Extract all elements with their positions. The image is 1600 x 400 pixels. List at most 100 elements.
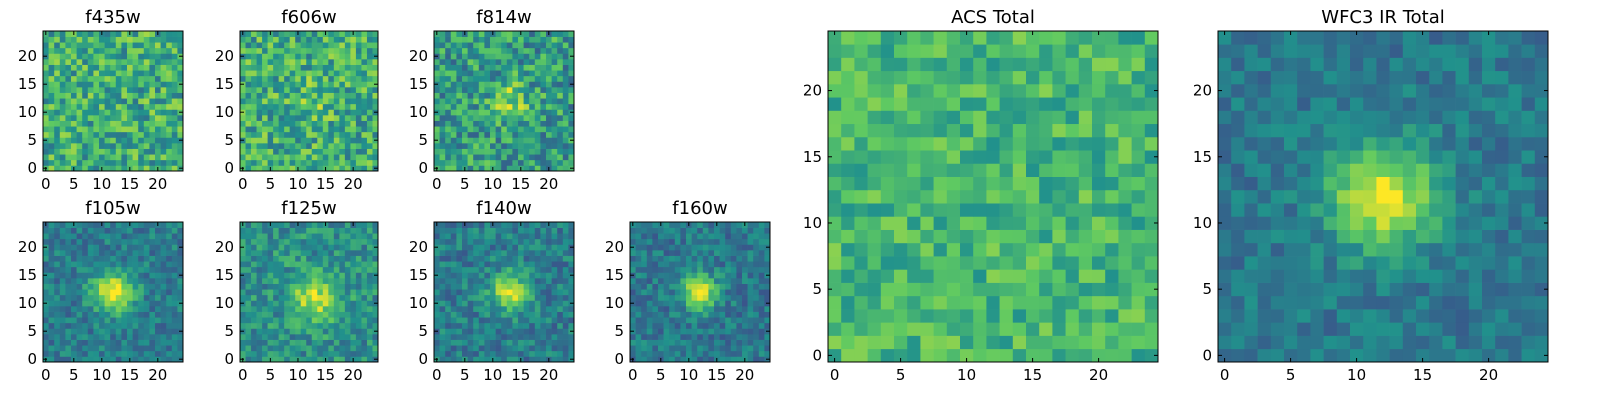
heatmap-cell <box>529 148 536 155</box>
heatmap-cell <box>652 339 659 346</box>
heatmap-cell <box>708 250 715 256</box>
heatmap-cell <box>456 92 463 99</box>
heatmap-cell <box>361 64 368 71</box>
heatmap-cell <box>160 109 167 116</box>
heatmap-cell <box>115 70 122 77</box>
heatmap-cell <box>999 322 1014 336</box>
heatmap-cell <box>439 322 446 329</box>
heatmap-cell <box>166 278 173 284</box>
heatmap-cell <box>674 311 681 318</box>
heatmap-cell <box>93 103 100 110</box>
heatmap-cell <box>306 278 313 284</box>
heatmap-cell <box>289 53 296 60</box>
heatmap-cell <box>880 203 895 217</box>
heatmap-cell <box>697 278 704 284</box>
heatmap-cell <box>65 59 72 65</box>
heatmap-cell <box>551 294 558 301</box>
heatmap-cell <box>155 311 161 318</box>
heatmap-cell <box>59 278 66 284</box>
heatmap-cell <box>523 42 530 49</box>
heatmap-cell <box>93 294 100 301</box>
heatmap-cell <box>473 294 480 301</box>
heatmap-cell <box>166 255 173 262</box>
heatmap-cell <box>54 350 61 357</box>
heatmap-cell <box>518 109 524 116</box>
heatmap-cell <box>322 317 329 324</box>
heatmap-cell <box>355 317 362 324</box>
heatmap-cell <box>445 283 452 290</box>
heatmap-cell <box>506 266 513 273</box>
heatmap-cell <box>71 103 77 110</box>
heatmap-cell <box>289 266 296 273</box>
heatmap-cell <box>245 103 252 110</box>
heatmap-cell <box>473 92 480 99</box>
heatmap-cell <box>350 306 357 312</box>
heatmap-cell <box>534 311 541 318</box>
heatmap-cell <box>478 278 485 284</box>
heatmap-cell <box>663 244 670 251</box>
heatmap-cell <box>506 317 513 324</box>
heatmap-cell <box>462 59 468 65</box>
heatmap-cell <box>495 148 502 155</box>
heatmap-cell <box>730 222 737 228</box>
heatmap-cell <box>473 87 480 93</box>
heatmap-cell <box>714 306 720 312</box>
heatmap-cell <box>262 255 268 262</box>
heatmap-cell <box>674 272 681 279</box>
heatmap-cell <box>462 328 468 335</box>
heatmap-cell <box>71 334 77 340</box>
heatmap-cell <box>262 131 268 138</box>
heatmap-cell <box>121 103 128 110</box>
heatmap-cell <box>256 255 263 262</box>
heatmap-cell <box>306 137 313 144</box>
heatmap-cell <box>450 266 457 273</box>
heatmap-cell <box>920 242 934 257</box>
heatmap-cell <box>518 334 524 340</box>
heatmap-cell <box>523 31 530 37</box>
heatmap-cell <box>702 339 709 346</box>
heatmap-cell <box>568 317 575 324</box>
heatmap-cell <box>534 266 541 273</box>
heatmap-cell <box>121 98 128 105</box>
heatmap-cell <box>467 255 474 262</box>
heatmap-cell <box>138 266 145 273</box>
heatmap-cell <box>907 242 921 257</box>
heatmap-cell <box>960 322 974 336</box>
heatmap-cell <box>311 278 318 284</box>
heatmap-cell <box>534 300 541 307</box>
heatmap-cell <box>115 109 122 116</box>
heatmap-cell <box>82 322 89 329</box>
heatmap-cell <box>160 70 167 77</box>
heatmap-cell <box>71 53 77 60</box>
heatmap-cell <box>691 238 698 245</box>
heatmap-cell <box>946 176 961 191</box>
heatmap-cell <box>87 294 94 301</box>
heatmap-cell <box>54 154 61 161</box>
heatmap-cell <box>562 272 569 279</box>
heatmap-cell <box>478 126 485 133</box>
heatmap-cell <box>99 126 105 133</box>
heatmap-cell <box>43 159 49 166</box>
heatmap-cell <box>697 250 704 256</box>
heatmap-cell <box>65 328 72 335</box>
heatmap-cell <box>273 255 279 262</box>
heatmap-cell <box>284 64 291 71</box>
heatmap-cell <box>473 137 480 144</box>
heatmap-cell <box>322 294 329 301</box>
y-tick-label: 5 <box>224 131 234 149</box>
heatmap-cell <box>121 255 128 262</box>
heatmap-cell <box>328 334 335 340</box>
heatmap-cell <box>289 148 296 155</box>
heatmap-cell <box>445 165 452 172</box>
heatmap-cell <box>311 36 318 43</box>
heatmap-cell <box>87 339 94 346</box>
heatmap-cell <box>518 126 524 133</box>
x-tick-label: 15 <box>511 175 530 193</box>
heatmap-cell <box>736 328 743 335</box>
heatmap-cell <box>273 42 279 49</box>
heatmap-cell <box>973 282 987 297</box>
heatmap-cell <box>317 283 324 290</box>
heatmap-cell <box>736 300 743 307</box>
heatmap-cell <box>121 322 128 329</box>
